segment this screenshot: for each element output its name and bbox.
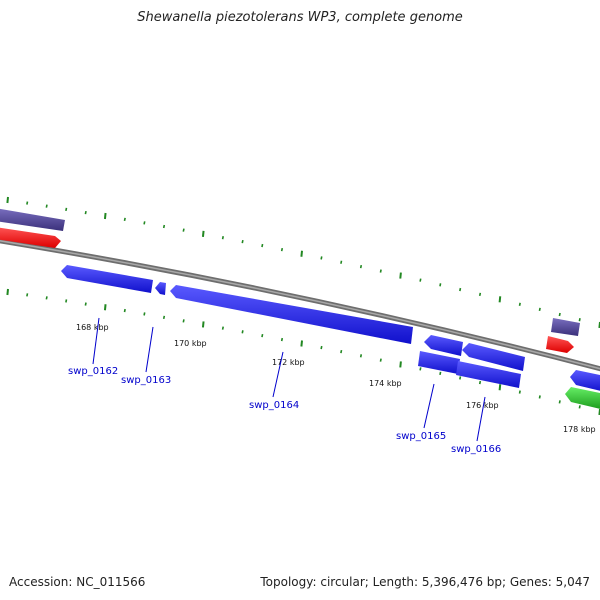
outer-tick-marks: [6, 196, 600, 329]
inner-tick-mark: [478, 380, 482, 385]
inner-tick-mark: [399, 361, 402, 368]
tick-label-172: 172 kbp: [272, 358, 305, 367]
inner-tick-mark: [26, 293, 29, 297]
outer-tick-mark: [280, 247, 284, 252]
inner-tick-mark: [143, 312, 146, 316]
inner-tick-mark: [182, 319, 185, 323]
forward-rna-feature[interactable]: [546, 336, 574, 353]
gene-arrow-swp-0162[interactable]: [61, 265, 153, 293]
outer-tick-mark: [6, 196, 9, 204]
outer-tick-mark: [103, 212, 107, 220]
inner-tick-mark: [84, 302, 87, 306]
outer-tick-mark: [379, 269, 382, 273]
outer-tick-mark: [300, 250, 303, 257]
outer-tick-mark: [241, 239, 244, 244]
inner-tick-mark: [221, 326, 224, 330]
outer-tick-mark: [439, 283, 442, 287]
tick-label-176: 176 kbp: [466, 401, 499, 410]
outer-tick-mark: [320, 256, 323, 260]
outer-tick-mark: [459, 287, 462, 292]
reverse-cds-feature-green[interactable]: [565, 387, 600, 410]
inner-tick-mark: [65, 299, 68, 303]
inner-tick-marks: [6, 288, 600, 416]
inner-tick-mark: [201, 321, 205, 328]
outer-tick-mark: [538, 307, 541, 312]
reverse-cds-feature[interactable]: [570, 370, 600, 392]
inner-tick-mark: [300, 340, 303, 347]
outer-tick-mark: [261, 243, 264, 248]
tick-labels: 168 kbp 170 kbp 172 kbp 174 kbp 176 kbp …: [76, 323, 596, 434]
forward-cds-feature[interactable]: [551, 318, 580, 336]
outer-tick-mark: [359, 264, 363, 269]
inner-tick-mark: [261, 333, 264, 338]
map-title: Shewanella piezotolerans WP3, complete g…: [137, 10, 463, 25]
inner-tick-mark: [419, 367, 422, 371]
outer-tick-mark: [518, 302, 521, 306]
outer-tick-mark: [162, 224, 166, 229]
gene-label-swp-0164[interactable]: swp_0164: [249, 400, 299, 411]
inner-tick-mark: [359, 354, 363, 358]
gene-label-swp-0162[interactable]: swp_0162: [68, 366, 118, 377]
inner-tick-mark: [340, 349, 343, 354]
outer-tick-mark: [498, 296, 502, 303]
inner-tick-mark: [538, 395, 541, 399]
inner-tick-mark: [578, 405, 581, 409]
inner-tick-mark: [6, 288, 9, 296]
gene-arrow-swp-0163[interactable]: [155, 282, 166, 295]
accession-text: Accession: NC_011566: [9, 575, 146, 589]
tick-label-170: 170 kbp: [174, 339, 207, 348]
inner-tick-mark: [241, 330, 244, 334]
tick-label-174: 174 kbp: [369, 379, 402, 388]
inner-tick-mark: [558, 400, 561, 404]
inner-tick-mark: [379, 358, 382, 362]
outer-tick-mark: [143, 221, 146, 225]
tick-label-178: 178 kbp: [563, 425, 596, 434]
outer-tick-mark: [558, 312, 561, 317]
outer-tick-mark: [578, 318, 581, 322]
outer-tick-mark: [26, 201, 29, 205]
genome-summary-text: Topology: circular; Length: 5,396,476 bp…: [260, 575, 590, 589]
outer-tick-mark: [399, 272, 402, 279]
inner-tick-mark: [162, 315, 166, 320]
outer-tick-mark: [45, 204, 48, 208]
reverse-cds-feature[interactable]: [418, 351, 460, 374]
gene-leader-lines: [92, 317, 486, 442]
inner-tick-mark: [45, 296, 48, 300]
outer-tick-mark: [221, 236, 224, 240]
backbone: [0, 238, 600, 372]
gene-label-swp-0166[interactable]: swp_0166: [451, 444, 501, 455]
forward-rna-feature[interactable]: [0, 227, 61, 248]
outer-tick-mark: [419, 278, 422, 282]
outer-tick-mark: [340, 260, 343, 264]
outer-tick-mark: [478, 292, 482, 297]
inner-tick-mark: [103, 304, 107, 311]
gene-label-swp-0165[interactable]: swp_0165: [396, 431, 446, 442]
gene-arrow-swp-0166[interactable]: [462, 343, 525, 371]
gene-arrow-swp-0165[interactable]: [424, 335, 463, 356]
inner-tick-mark: [123, 308, 126, 313]
gene-label-swp-0163[interactable]: swp_0163: [121, 375, 171, 386]
outer-tick-mark: [201, 230, 205, 237]
outer-tick-mark: [123, 217, 126, 222]
reverse-cds-feature[interactable]: [456, 361, 521, 388]
forward-cds-feature[interactable]: [0, 208, 65, 231]
inner-tick-mark: [280, 337, 284, 342]
inner-tick-mark: [498, 384, 502, 391]
outer-tick-mark: [65, 207, 68, 212]
tick-label-168: 168 kbp: [76, 323, 109, 332]
outer-tick-mark: [182, 228, 185, 232]
inner-tick-mark: [439, 371, 442, 376]
inner-tick-mark: [518, 390, 521, 394]
outer-tick-mark: [84, 210, 87, 215]
gene-arrow-swp-0164[interactable]: [170, 285, 413, 344]
inner-tick-mark: [459, 376, 462, 380]
gene-labels: swp_0162 swp_0163 swp_0164 swp_0165 swp_…: [68, 366, 501, 455]
inner-tick-mark: [320, 345, 323, 350]
